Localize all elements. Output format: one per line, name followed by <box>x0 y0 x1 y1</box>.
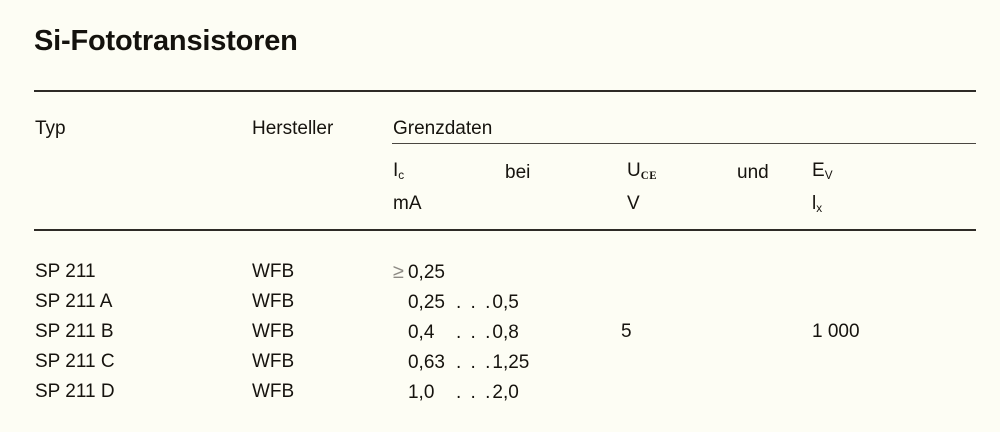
greater-equal-icon: ≥ <box>393 261 404 283</box>
cell-manufacturer: WFB <box>252 351 295 372</box>
cell-illuminance: 1 000 <box>812 321 860 342</box>
range-ellipsis: . . . <box>455 382 493 403</box>
illuminance-unit-subscript: x <box>816 202 823 216</box>
current-max-value: 2,0 <box>492 382 519 403</box>
current-min-value: 0,25 <box>407 292 445 313</box>
current-max-value: 1,25 <box>492 352 530 373</box>
subheader-rule <box>392 143 976 144</box>
cell-type-designation: SP 211 C <box>35 351 115 372</box>
cell-manufacturer: WFB <box>252 321 295 342</box>
cell-collector-current: ≥1,0. . .2,0 <box>393 377 519 408</box>
subheader-voltage-symbol: UCE <box>627 160 658 183</box>
current-symbol-base: I <box>393 160 399 181</box>
cell-collector-current: ≥0,25 <box>393 257 456 288</box>
voltage-symbol-subscript: CE <box>640 170 658 183</box>
current-min-value: 0,4 <box>407 322 435 343</box>
subheader-current-unit: mA <box>393 193 422 214</box>
illuminance-symbol-base: E <box>812 160 825 181</box>
cell-manufacturer: WFB <box>252 261 295 282</box>
cell-type-designation: SP 211 A <box>35 291 113 312</box>
cell-manufacturer: WFB <box>252 291 295 312</box>
column-header-typ: Typ <box>35 118 66 139</box>
illuminance-symbol-subscript: V <box>824 169 833 183</box>
current-min-value: 0,25 <box>407 262 445 283</box>
current-min-value: 0,63 <box>407 352 445 373</box>
subheader-illuminance-unit: lx <box>812 193 823 216</box>
cell-collector-current: ≥0,25. . .0,5 <box>393 287 519 318</box>
current-max-value: 0,5 <box>492 292 519 313</box>
current-symbol-subscript: c <box>398 169 405 183</box>
subheader-voltage-unit: V <box>627 193 640 214</box>
cell-manufacturer: WFB <box>252 381 295 402</box>
subheader-illuminance-symbol: EV <box>812 160 833 183</box>
header-bottom-rule <box>34 229 976 231</box>
range-ellipsis: . . . <box>455 322 493 343</box>
subheader-bei: bei <box>505 162 531 183</box>
page-title: Si-Fototransistoren <box>34 25 298 57</box>
current-min-value: 1,0 <box>407 382 435 403</box>
cell-collector-emitter-voltage: 5 <box>621 321 632 342</box>
table-top-rule <box>34 90 976 92</box>
subheader-current-symbol: Ic <box>393 160 405 183</box>
cell-type-designation: SP 211 D <box>35 381 115 402</box>
voltage-symbol-base: U <box>627 160 641 181</box>
current-max-value: 0,8 <box>492 322 519 343</box>
cell-collector-current: ≥0,63. . .1,25 <box>393 347 529 378</box>
table-row: SP 211 WFB ≥0,25 <box>0 257 1000 287</box>
range-ellipsis: . . . <box>455 292 493 313</box>
cell-type-designation: SP 211 <box>35 261 96 282</box>
cell-type-designation: SP 211 B <box>35 321 114 342</box>
column-header-grenzdaten: Grenzdaten <box>393 118 493 139</box>
column-header-hersteller: Hersteller <box>252 118 334 139</box>
subheader-und: und <box>737 162 769 183</box>
range-ellipsis: . . . <box>455 352 493 373</box>
cell-collector-current: ≥0,4. . .0,8 <box>393 317 519 348</box>
illuminance-unit-base: l <box>812 193 817 214</box>
